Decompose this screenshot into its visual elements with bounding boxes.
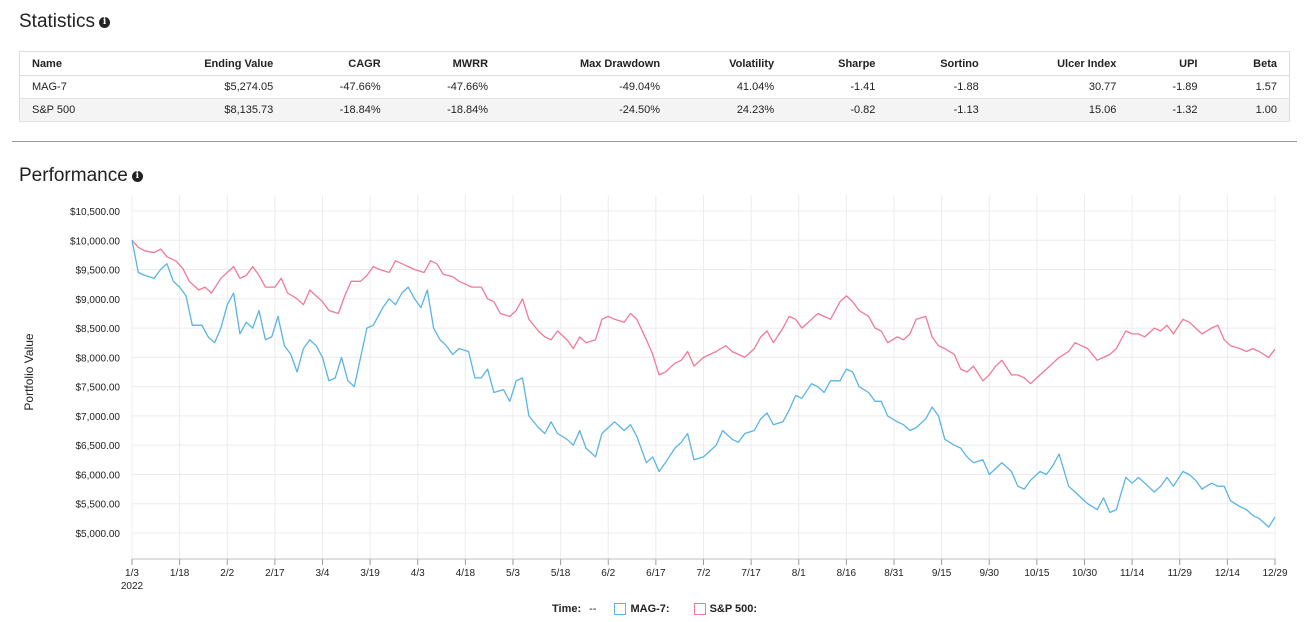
column-header[interactable]: UPI	[1128, 51, 1210, 76]
x-tick-label: 12/29	[1262, 568, 1287, 579]
y-tick-label: $8,000.00	[76, 353, 121, 364]
table-cell: 1.57	[1209, 75, 1290, 99]
column-header[interactable]: MWRR	[392, 51, 501, 76]
x-tick-label: 9/15	[932, 568, 952, 579]
x-tick-label: 5/18	[551, 568, 571, 579]
x-tick-label: 7/2	[697, 568, 711, 579]
x-tick-label: 2/17	[265, 568, 285, 579]
legend-time-value: --	[589, 603, 597, 615]
y-tick-label: $6,000.00	[76, 470, 121, 481]
y-tick-label: $5,000.00	[76, 529, 121, 540]
y-tick-label: $7,000.00	[76, 412, 121, 423]
info-icon[interactable]: i	[131, 170, 143, 182]
table-cell: -0.82	[786, 98, 888, 122]
x-tick-label: 12/14	[1215, 568, 1240, 579]
x-year-label: 2022	[121, 581, 144, 592]
y-tick-label: $5,500.00	[76, 500, 121, 511]
info-icon[interactable]: i	[99, 16, 111, 28]
y-tick-label: $7,500.00	[76, 383, 121, 394]
performance-title: Performance	[19, 165, 128, 186]
table-cell: -18.84%	[392, 98, 501, 122]
x-tick-label: 1/18	[170, 568, 190, 579]
y-tick-label: $10,000.00	[70, 236, 120, 247]
x-tick-label: 8/16	[837, 568, 857, 579]
column-header[interactable]: Max Drawdown	[500, 51, 673, 76]
x-tick-label: 6/2	[601, 568, 615, 579]
y-tick-label: $8,500.00	[76, 324, 121, 335]
column-header[interactable]: Volatility	[672, 51, 787, 76]
y-tick-label: $6,500.00	[76, 441, 121, 452]
table-cell: -24.50%	[500, 98, 673, 122]
series-line-sp500	[131, 239, 1276, 385]
x-tick-label: 2/2	[220, 568, 234, 579]
legend-swatch-sp500[interactable]	[693, 603, 706, 615]
x-tick-label: 11/14	[1120, 568, 1145, 579]
statistics-heading: Statistics i	[19, 11, 111, 33]
column-header[interactable]: Sharpe	[786, 51, 888, 76]
table-cell: $8,135.73	[131, 98, 286, 122]
column-header[interactable]: Name	[19, 51, 132, 76]
column-header[interactable]: Ulcer Index	[990, 51, 1129, 76]
table-cell: -49.04%	[500, 75, 673, 99]
table-cell: $5,274.05	[131, 75, 286, 99]
x-tick-label: 3/4	[316, 568, 330, 579]
statistics-title: Statistics	[19, 11, 96, 32]
x-tick-label: 8/1	[792, 568, 806, 579]
table-cell: -47.66%	[392, 75, 501, 99]
table-cell: -1.89	[1128, 75, 1210, 99]
x-tick-label: 6/17	[646, 568, 666, 579]
y-tick-label: $10,500.00	[70, 207, 120, 218]
table-cell: -18.84%	[285, 98, 393, 122]
x-tick-label: 11/29	[1168, 568, 1193, 579]
table-cell: -1.88	[887, 75, 991, 99]
table-cell: MAG-7	[19, 75, 132, 99]
table-row: S&P 500 $8,135.73 -18.84% -18.84% -24.50…	[19, 98, 1290, 122]
x-tick-label: 4/18	[456, 568, 476, 579]
section-divider	[12, 141, 1297, 142]
legend-swatch-mag7[interactable]	[614, 603, 627, 615]
statistics-table: Name Ending Value CAGR MWRR Max Drawdown…	[19, 51, 1290, 122]
chart-legend: Time: -- MAG-7: S&P 500:	[552, 603, 757, 615]
table-cell: 24.23%	[672, 98, 787, 122]
table-cell: -1.32	[1128, 98, 1210, 122]
table-cell: -47.66%	[285, 75, 393, 99]
series-line-mag7	[131, 240, 1276, 528]
column-header[interactable]: Beta	[1209, 51, 1290, 76]
chart-series	[131, 239, 1276, 528]
table-row: MAG-7 $5,274.05 -47.66% -47.66% -49.04% …	[19, 75, 1290, 99]
legend-label-sp500[interactable]: S&P 500:	[709, 603, 758, 615]
y-tick-label: $9,000.00	[76, 295, 121, 306]
x-tick-label: 3/19	[360, 568, 380, 579]
performance-heading: Performance i	[19, 165, 143, 187]
table-header-row: Name Ending Value CAGR MWRR Max Drawdown…	[19, 51, 1290, 76]
x-tick-label: 10/30	[1072, 568, 1097, 579]
table-cell: 1.00	[1209, 98, 1290, 122]
chart-grid	[131, 195, 1276, 559]
x-tick-label: 10/15	[1024, 568, 1049, 579]
y-tick-label: $9,500.00	[76, 266, 121, 277]
x-tick-label: 8/31	[884, 568, 904, 579]
x-tick-label: 4/3	[411, 568, 425, 579]
column-header[interactable]: Ending Value	[131, 51, 286, 76]
table-cell: S&P 500	[19, 98, 132, 122]
table-cell: -1.13	[887, 98, 991, 122]
y-axis-title: Portfolio Value	[22, 333, 36, 410]
x-tick-label: 1/3	[125, 568, 139, 579]
x-tick-label: 7/17	[741, 568, 761, 579]
chart-axes: $5,000.00 $5,500.00 $6,000.00 $6,500.00 $7,0…	[22, 207, 1288, 592]
x-tick-label: 5/3	[506, 568, 520, 579]
table-cell: 41.04%	[672, 75, 787, 99]
performance-chart[interactable]: $5,000.00 $5,500.00 $6,000.00 $6,500.00 $7,0…	[0, 195, 1306, 600]
column-header[interactable]: CAGR	[285, 51, 393, 76]
column-header[interactable]: Sortino	[887, 51, 991, 76]
x-tick-label: 9/30	[980, 568, 1000, 579]
legend-time-label: Time:	[552, 603, 582, 615]
table-cell: -1.41	[786, 75, 888, 99]
table-cell: 30.77	[990, 75, 1129, 99]
legend-label-mag7[interactable]: MAG-7:	[630, 603, 670, 615]
table-cell: 15.06	[990, 98, 1129, 122]
